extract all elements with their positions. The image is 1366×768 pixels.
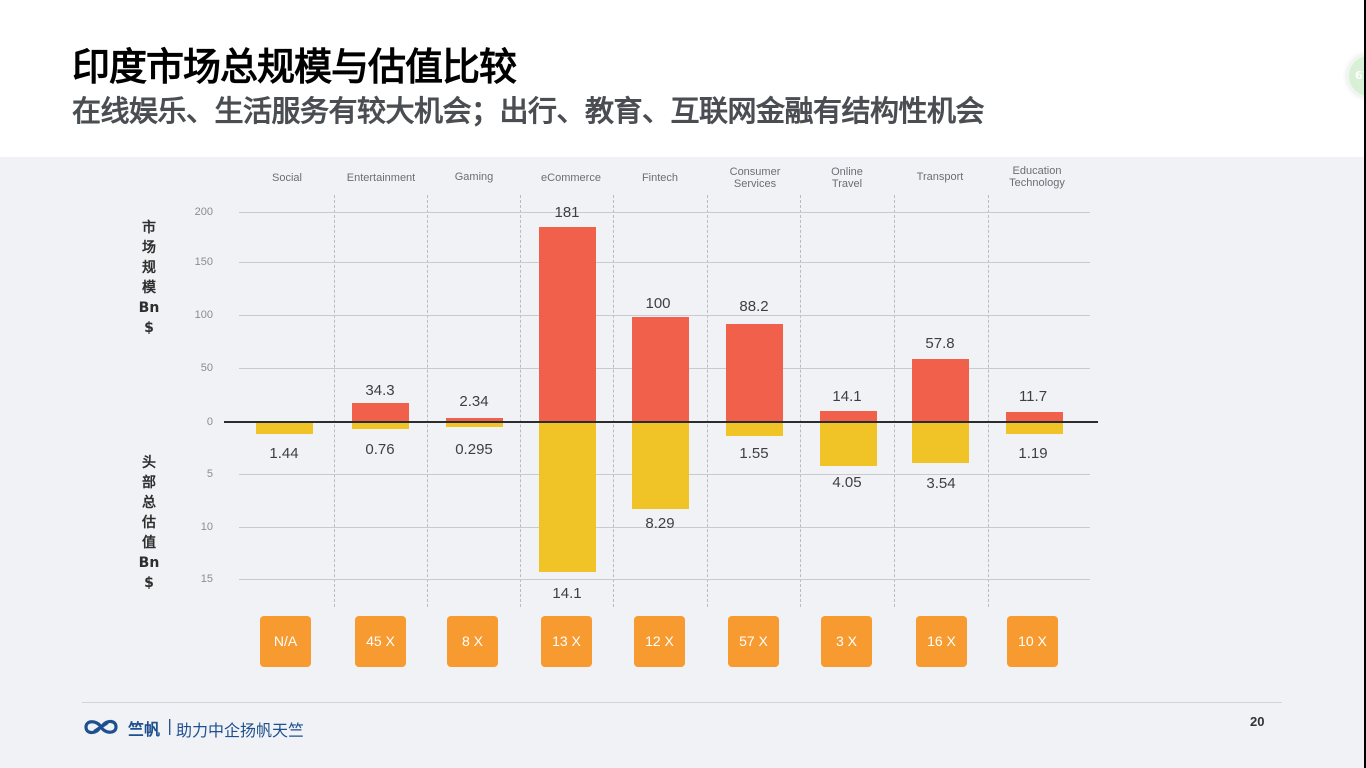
multiple-badge-online-travel: 3 X	[821, 616, 872, 667]
value-label-market: 11.7	[1018, 388, 1048, 405]
category-label-gaming: Gaming	[454, 171, 494, 183]
bar-valuation-transport	[912, 422, 969, 463]
value-label-market: 88.2	[739, 298, 769, 315]
multiple-badge-social: N/A	[260, 616, 311, 667]
category-divider	[427, 195, 428, 607]
multiple-badge-education-technology: 10 X	[1007, 616, 1058, 667]
category-divider	[520, 195, 521, 607]
value-label-market: 2.34	[459, 393, 489, 410]
category-label-education-technology: Education Technology	[1009, 165, 1065, 189]
category-label-online-travel: Online Travel	[831, 166, 863, 190]
value-label-valuation: 0.76	[365, 441, 395, 458]
footer-divider	[82, 702, 1282, 703]
tick-label: 5	[206, 468, 213, 480]
bar-market-ecommerce	[539, 227, 596, 422]
page-number: 20	[1250, 714, 1265, 729]
upper-axis-title: 市 场 规 模 Bn $	[138, 220, 160, 336]
bar-valuation-ecommerce	[539, 422, 596, 572]
value-label-valuation: 3.54	[926, 475, 956, 492]
value-label-market: 100	[645, 295, 671, 312]
category-label-consumer-services: Consumer Services	[729, 166, 781, 190]
value-label-market: 57.8	[925, 335, 955, 352]
category-divider	[613, 195, 614, 607]
value-label-valuation: 0.295	[455, 441, 493, 458]
bar-market-fintech	[632, 317, 689, 422]
category-label-social: Social	[272, 172, 302, 184]
category-divider	[988, 195, 989, 607]
value-label-valuation: 8.29	[645, 515, 675, 532]
bar-valuation-consumer-services	[726, 422, 783, 436]
tick-label: 10	[200, 521, 213, 533]
infinity-link-icon	[84, 719, 118, 735]
gridline-10	[239, 527, 1090, 528]
category-label-transport: Transport	[916, 171, 964, 183]
multiple-badge-gaming: 8 X	[447, 616, 498, 667]
category-divider	[800, 195, 801, 607]
tick-label: 15	[200, 573, 213, 585]
footer-brand: 竺帆	[128, 720, 161, 739]
footer-tagline: 助力中企扬帆天竺	[176, 721, 305, 740]
bar-valuation-gaming	[446, 422, 503, 427]
gridline-150	[239, 262, 1090, 263]
category-label-fintech: Fintech	[641, 172, 679, 184]
multiple-badge-transport: 16 X	[916, 616, 967, 667]
gridline-15	[239, 579, 1090, 580]
value-label-valuation: 1.55	[739, 445, 769, 462]
gridline-200	[239, 212, 1090, 213]
multiple-badge-consumer-services: 57 X	[728, 616, 779, 667]
bar-market-entertainment	[352, 403, 409, 422]
bar-market-online-travel	[820, 411, 877, 422]
slide-subtitle: 在线娱乐、生活服务有较大机会；出行、教育、互联网金融有结构性机会	[72, 94, 985, 128]
multiple-badge-fintech: 12 X	[634, 616, 685, 667]
multiple-badge-ecommerce: 13 X	[541, 616, 592, 667]
bar-market-gaming	[446, 418, 503, 422]
slide-header: 印度市场总规模与估值比较 在线娱乐、生活服务有较大机会；出行、教育、互联网金融有…	[0, 0, 1366, 157]
tick-label: 100	[194, 309, 213, 321]
lower-axis-title: 头 部 总 估 值 Bn $	[138, 455, 160, 591]
footer-separator: |	[167, 716, 173, 735]
bar-market-consumer-services	[726, 324, 783, 422]
value-label-valuation: 4.05	[832, 474, 862, 491]
bar-valuation-fintech	[632, 422, 689, 509]
value-label-market: 181	[554, 204, 580, 221]
value-label-market: 34.3	[365, 382, 395, 399]
value-label-valuation: 14.1	[552, 585, 582, 602]
category-divider	[894, 195, 895, 607]
bar-valuation-education-technology	[1006, 422, 1063, 434]
value-label-market: 14.1	[832, 388, 862, 405]
category-divider	[334, 195, 335, 607]
value-label-valuation: 1.44	[269, 445, 299, 462]
category-label-ecommerce: eCommerce	[541, 172, 601, 184]
bar-market-transport	[912, 359, 969, 422]
slide-title: 印度市场总规模与估值比较	[72, 45, 517, 89]
bar-valuation-entertainment	[352, 422, 409, 429]
bar-market-education-technology	[1006, 412, 1063, 422]
category-label-entertainment: Entertainment	[346, 172, 416, 184]
tick-label: 50	[200, 362, 213, 374]
multiple-badge-entertainment: 45 X	[355, 616, 406, 667]
bar-valuation-social	[256, 422, 313, 434]
tick-label: 150	[194, 256, 213, 268]
zero-baseline	[224, 421, 1098, 423]
tick-label: 0	[206, 416, 213, 428]
window-edge	[1364, 0, 1366, 768]
value-label-valuation: 1.19	[1018, 445, 1048, 462]
tick-label: 200	[194, 206, 213, 218]
bar-valuation-online-travel	[820, 422, 877, 466]
category-divider	[707, 195, 708, 607]
gridline-100	[239, 315, 1090, 316]
